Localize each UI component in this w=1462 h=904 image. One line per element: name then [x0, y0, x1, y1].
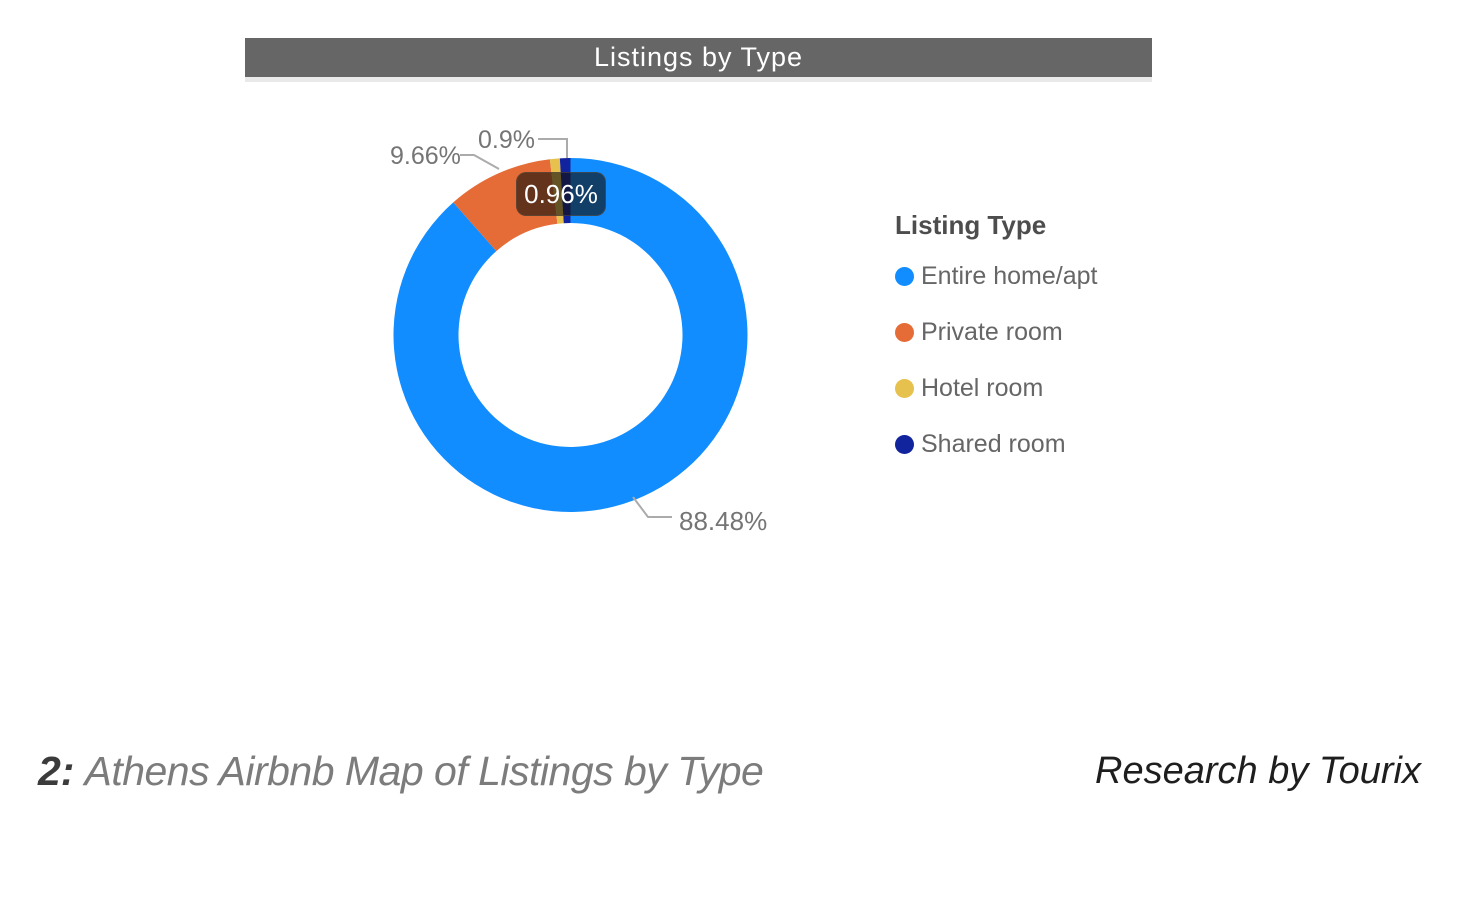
callout-entire-home: 88.48% [679, 506, 768, 536]
legend-title: Listing Type [895, 210, 1047, 240]
legend: Listing Type Entire home/apt Private roo… [895, 210, 1175, 485]
figure-number: 2: [38, 748, 75, 794]
legend-label: Private room [921, 317, 1063, 346]
legend-label: Hotel room [921, 373, 1044, 402]
chart-title: Listings by Type [593, 42, 804, 72]
figure-caption-text: Athens Airbnb Map of Listings by Type [84, 748, 764, 794]
leader-lines [460, 138, 672, 518]
legend-item-shared-room[interactable]: Shared room [895, 429, 1175, 459]
leader-line-hotel [538, 138, 568, 158]
legend-swatch-private-room [895, 322, 914, 342]
title-underline [245, 77, 1152, 82]
callout-private-room: 9.66% [390, 142, 461, 170]
callout-hotel-room: 0.9% [478, 126, 535, 154]
legend-item-hotel-room[interactable]: Hotel room [895, 373, 1175, 403]
legend-label: Shared room [921, 429, 1066, 458]
figure-caption: 2: Athens Airbnb Map of Listings by Type [38, 748, 764, 795]
leader-line-entire [632, 496, 672, 518]
leader-line-private [460, 154, 500, 170]
legend-item-entire-home[interactable]: Entire home/apt [895, 261, 1175, 291]
chart-title-bar: Listings by Type [245, 38, 1152, 77]
legend-swatch-hotel-room [895, 378, 914, 398]
tooltip: 0.96% [516, 172, 606, 216]
legend-swatch-shared-room [895, 434, 914, 454]
legend-swatch-entire-home [895, 266, 914, 286]
legend-label: Entire home/apt [921, 261, 1098, 290]
legend-item-private-room[interactable]: Private room [895, 317, 1175, 347]
research-credit: Research by Tourix [1095, 750, 1421, 792]
tooltip-value: 0.96% [524, 178, 598, 209]
donut-slice-entire-home-apt[interactable] [393, 158, 748, 513]
